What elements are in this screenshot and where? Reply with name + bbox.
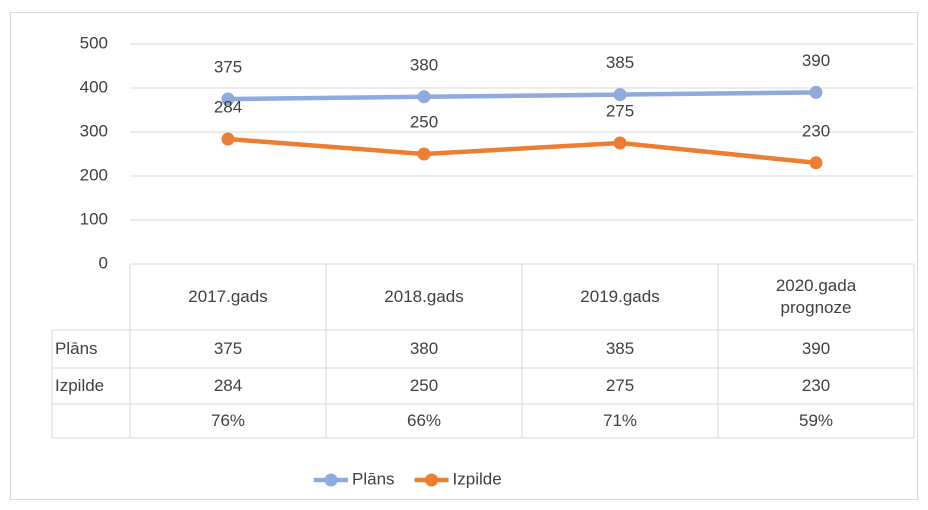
data-label: 230 [802, 121, 830, 140]
cell-text: 385 [605, 338, 635, 358]
data-label: 284 [214, 98, 242, 117]
legend-marker [324, 473, 338, 487]
y-tick-label: 200 [80, 165, 108, 184]
cell-text: 2019.gads [580, 286, 660, 306]
data-label: 385 [606, 53, 634, 72]
table-value: 275 [522, 368, 718, 404]
data-label: 375 [214, 57, 242, 76]
cell-text: 2020.gada prognoze [775, 275, 857, 317]
table-value: 375 [130, 330, 326, 368]
cell-text: 284 [213, 375, 243, 395]
cell-text: 2017.gads [188, 286, 268, 306]
series-line [225, 90, 819, 102]
data-label: 275 [606, 101, 634, 120]
marker [221, 132, 235, 146]
cell-text: 375 [213, 338, 243, 358]
cell-text: Izpilde [55, 375, 105, 395]
legend-label: Izpilde [453, 469, 502, 488]
row-header: Izpilde [52, 368, 130, 404]
marker [417, 90, 431, 104]
data-label: 380 [410, 55, 438, 74]
row-header: Plāns [52, 330, 130, 368]
cell-text: 71% [602, 410, 638, 430]
y-tick-label: 400 [80, 77, 108, 96]
data-label: 250 [410, 112, 438, 131]
table-value: 385 [522, 330, 718, 368]
category-cell: 2019.gads [522, 264, 718, 330]
category-cell: 2018.gads [326, 264, 522, 330]
legend-label: Plāns [352, 469, 395, 488]
cell-text: 76% [210, 410, 246, 430]
cell-text: 59% [798, 410, 834, 430]
y-tick-label: 0 [99, 253, 108, 272]
legend-marker [425, 473, 439, 487]
table-percent: 59% [718, 404, 914, 438]
category-cell: 2020.gada prognoze [718, 264, 914, 330]
table-value: 284 [130, 368, 326, 404]
cell-text: 2018.gads [384, 286, 464, 306]
category-cell: 2017.gads [130, 264, 326, 330]
table-percent: 76% [130, 404, 326, 438]
cell-text: 380 [409, 338, 439, 358]
table-percent: 71% [522, 404, 718, 438]
marker [417, 147, 431, 161]
marker [613, 88, 627, 102]
cell-text: Plāns [55, 338, 98, 358]
cell-text: 390 [801, 338, 831, 358]
y-tick-label: 300 [80, 121, 108, 140]
table-percent: 66% [326, 404, 522, 438]
table-value: 250 [326, 368, 522, 404]
series-line [225, 136, 819, 166]
marker [809, 156, 823, 170]
cell-text: 250 [409, 375, 439, 395]
table-value: 390 [718, 330, 914, 368]
marker [221, 92, 235, 106]
marker [809, 85, 823, 99]
y-tick-label: 500 [80, 33, 108, 52]
cell-text: 230 [801, 375, 831, 395]
y-tick-label: 100 [80, 209, 108, 228]
table-value: 230 [718, 368, 914, 404]
cell-text: 275 [605, 375, 635, 395]
marker [613, 136, 627, 150]
table-value: 380 [326, 330, 522, 368]
data-label: 390 [802, 51, 830, 70]
cell-text: 66% [406, 410, 442, 430]
